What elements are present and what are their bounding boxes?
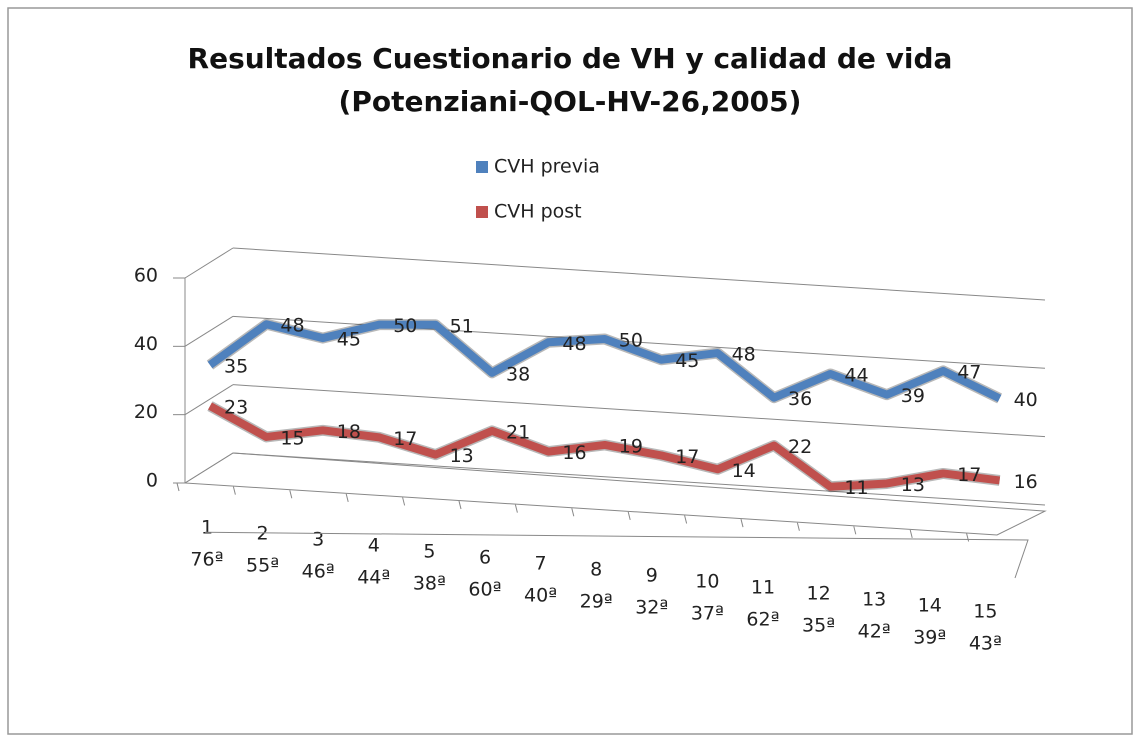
data-label: 45: [675, 350, 699, 372]
grid-line: [184, 384, 234, 416]
x-tick-label: 8: [590, 559, 602, 581]
x-tick-label: 3: [312, 529, 324, 551]
x-tick: [571, 508, 575, 517]
data-label: 22: [788, 436, 812, 458]
data-label: 44: [844, 364, 868, 386]
data-label: 48: [732, 344, 756, 366]
x-tick: [345, 493, 349, 502]
y-tick-label: 60: [134, 265, 158, 287]
grid-line: [232, 384, 1046, 438]
x-tick-label: 46ª: [302, 561, 335, 583]
legend-label: CVH post: [494, 201, 582, 223]
data-label: 17: [957, 464, 981, 486]
x-tick-label: 12: [807, 583, 831, 605]
data-label: 35: [224, 356, 248, 378]
x-tick-label: 32ª: [635, 597, 668, 619]
x-tick: [514, 504, 518, 513]
data-label: 14: [732, 460, 756, 482]
x-tick-label: 76ª: [190, 549, 223, 571]
data-label: 39: [901, 385, 925, 407]
x-tick-label: 42ª: [858, 621, 891, 643]
x-tick: [796, 522, 800, 531]
x-tick-label: 6: [479, 547, 491, 569]
data-label: 36: [788, 388, 812, 410]
series-line: [208, 402, 1001, 491]
x-tick-label: 40ª: [524, 585, 557, 607]
data-label: 17: [675, 446, 699, 468]
x-tick-label: 4: [368, 535, 380, 557]
x-tick-label: 38ª: [413, 573, 446, 595]
x-tick: [289, 490, 293, 499]
y-tick-label: 40: [134, 333, 158, 355]
data-label: 18: [337, 421, 361, 443]
chart-title: (Potenziani-QOL-HV-26,2005): [339, 85, 802, 118]
data-label: 45: [337, 329, 361, 351]
axis-frame: [204, 531, 1029, 579]
data-label: 15: [280, 427, 304, 449]
data-label: 11: [844, 477, 868, 499]
x-tick-label: 5: [423, 541, 435, 563]
x-tick: [966, 533, 970, 542]
y-tick-label: 20: [134, 401, 158, 423]
x-tick: [176, 482, 180, 492]
x-tick-label: 43ª: [969, 633, 1002, 655]
x-tick: [402, 497, 406, 506]
data-label: 40: [1014, 389, 1038, 411]
grid-line: [184, 452, 234, 484]
data-label: 21: [506, 421, 530, 443]
x-tick-label: 11: [751, 577, 775, 599]
series-line: [207, 320, 1002, 403]
x-tick: [458, 500, 462, 510]
grid-line: [232, 452, 1046, 506]
x-tick-label: 29ª: [580, 591, 613, 613]
data-label: 17: [393, 428, 417, 450]
x-tick-label: 9: [646, 565, 658, 587]
x-tick-label: 13: [862, 589, 886, 611]
x-tick-label: 14: [918, 595, 942, 617]
grid-line: [184, 315, 234, 347]
x-tick-label: 35ª: [802, 615, 835, 637]
x-tick-label: 2: [257, 523, 269, 545]
x-tick: [232, 486, 236, 495]
x-tick-label: 7: [535, 553, 547, 575]
x-tick-label: 60ª: [468, 579, 501, 601]
x-tick: [909, 529, 913, 539]
x-tick: [684, 515, 688, 524]
x-tick-label: 44ª: [357, 567, 390, 589]
data-label: 50: [619, 330, 643, 352]
x-tick-label: 10: [695, 571, 719, 593]
data-label: 38: [506, 363, 530, 385]
data-label: 23: [224, 397, 248, 419]
data-label: 19: [619, 435, 643, 457]
grid-line: [232, 247, 1046, 301]
data-label: 16: [562, 442, 586, 464]
data-label: 50: [393, 315, 417, 337]
x-tick-label: 39ª: [913, 627, 946, 649]
x-tick-label: 62ª: [746, 609, 779, 631]
data-label: 13: [901, 474, 925, 496]
chart-title: Resultados Cuestionario de VH y calidad …: [188, 42, 953, 75]
data-label: 48: [562, 333, 586, 355]
data-label: 16: [1014, 471, 1038, 493]
x-tick: [740, 518, 744, 528]
x-tick: [853, 526, 857, 535]
grid-line: [184, 247, 234, 279]
data-label: 13: [450, 445, 474, 467]
x-tick-label: 55ª: [246, 555, 279, 577]
x-tick-label: 15: [973, 601, 997, 623]
data-label: 48: [280, 315, 304, 337]
data-label: 47: [957, 361, 981, 383]
legend-label: CVH previa: [494, 156, 600, 178]
x-tick-label: 1: [201, 517, 213, 539]
y-tick-label: 0: [146, 470, 158, 492]
x-tick: [627, 511, 631, 520]
data-label: 51: [450, 315, 474, 337]
legend-swatch: [476, 161, 488, 173]
legend-swatch: [476, 206, 488, 218]
x-tick-label: 37ª: [691, 603, 724, 625]
